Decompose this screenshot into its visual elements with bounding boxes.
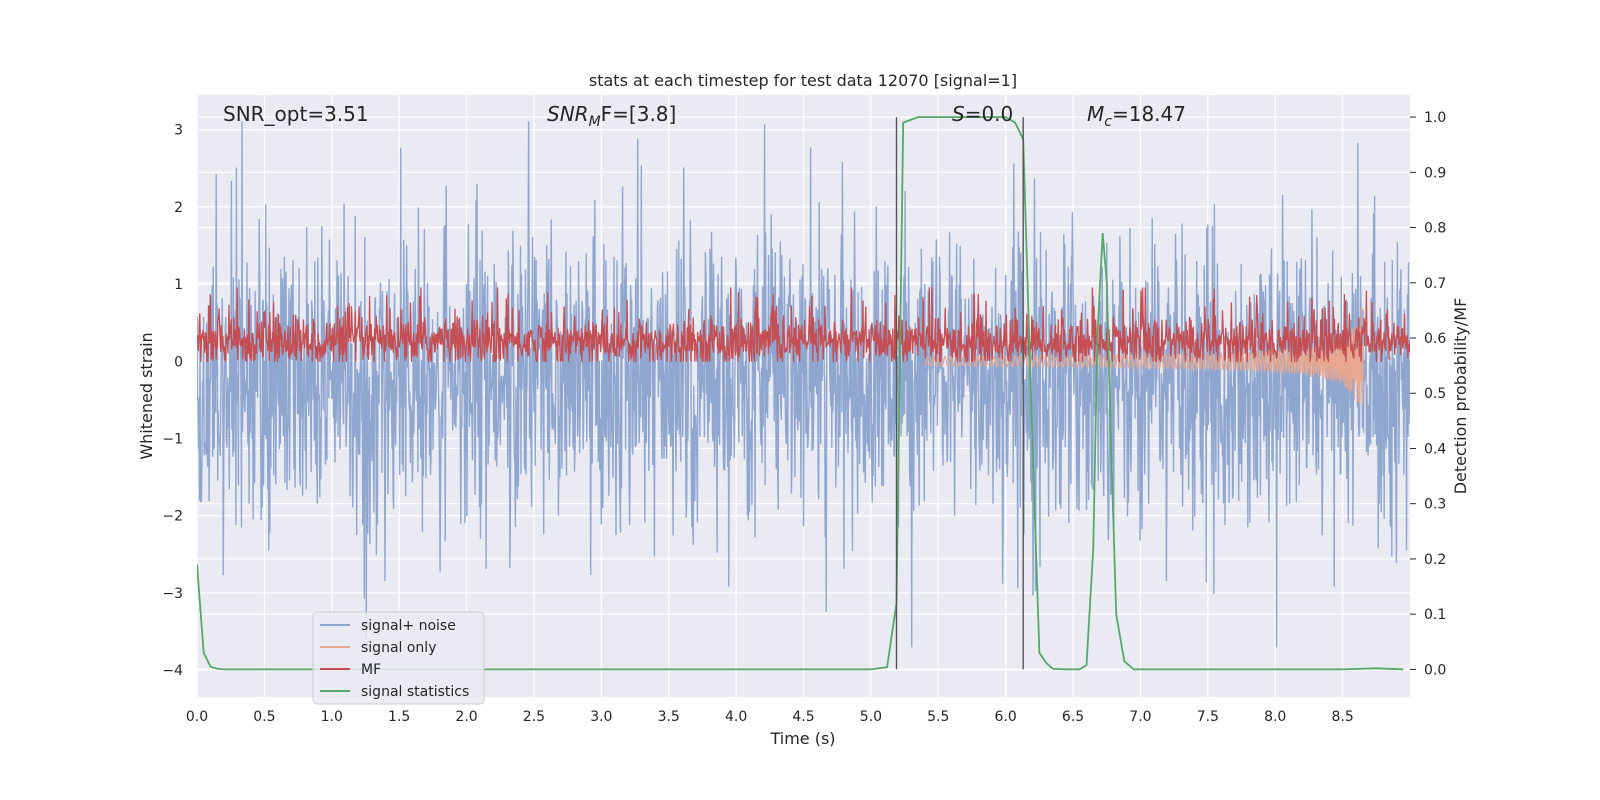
y-right-tick-label: 0.0	[1424, 662, 1446, 678]
annotation-mc: Mc=18.47	[1087, 102, 1186, 130]
legend-label-signal-statistics: signal statistics	[361, 684, 469, 700]
annotation-mc-sub: c	[1104, 114, 1112, 130]
legend: signal+ noise signal only MF signal stat…	[312, 611, 485, 705]
y-right-tick-label: 0.6	[1424, 331, 1446, 347]
x-tick-label: 8.0	[1264, 709, 1286, 725]
y-left-tick-label: −4	[162, 663, 183, 679]
x-tick-label: 1.0	[321, 709, 343, 725]
y-right-tick-label: 0.8	[1424, 221, 1446, 237]
y-axis-right-label: Detection probability/MF	[1451, 298, 1470, 495]
x-tick-label: 6.0	[995, 709, 1017, 725]
x-tick-label: 2.5	[523, 709, 545, 725]
annotation-s-rest: =0.0	[965, 102, 1014, 126]
x-tick-label: 2.0	[455, 709, 477, 725]
x-tick-label: 7.5	[1197, 709, 1219, 725]
y-left-tick-label: 3	[174, 123, 183, 139]
y-right-tick-label: 0.9	[1424, 165, 1446, 181]
y-left-tick-label: 1	[174, 277, 183, 293]
vertical-markers	[895, 117, 1024, 670]
annotation-snr-mf-rest: F=[3.8]	[601, 102, 677, 126]
x-tick-label: 0.5	[253, 709, 275, 725]
chart-title: stats at each timestep for test data 120…	[589, 71, 1017, 90]
y-right-tick-label: 0.3	[1424, 497, 1446, 513]
y-right-tick-label: 0.7	[1424, 276, 1446, 292]
series-signal-noise	[197, 121, 1410, 648]
x-tick-label: 5.0	[860, 709, 882, 725]
x-tick-label: 6.5	[1062, 709, 1084, 725]
annotation-mc-rest: =18.47	[1112, 102, 1186, 126]
y-right-tick-label: 0.4	[1424, 441, 1446, 457]
legend-label-signal-noise: signal+ noise	[361, 618, 456, 634]
x-tick-label: 7.0	[1129, 709, 1151, 725]
y-left-tick-label: 2	[174, 200, 183, 216]
x-tick-label: 4.0	[725, 709, 747, 725]
x-tick-label: 8.5	[1331, 709, 1353, 725]
x-axis-label: Time (s)	[769, 729, 835, 748]
y-right-tick-label: 1.0	[1424, 110, 1446, 126]
y-right-tick-label: 0.2	[1424, 552, 1446, 568]
annotation-mc-main: M	[1087, 102, 1104, 126]
x-tick-label: 5.5	[927, 709, 949, 725]
annotation-s: S=0.0	[952, 102, 1013, 126]
x-tick-label: 3.0	[590, 709, 612, 725]
annotation-snr-mf-sub: M	[589, 114, 601, 130]
y-left-tick-labels: 3 2 1 0 −1 −2 −3 −4	[162, 123, 183, 679]
x-tick-label: 0.0	[186, 709, 208, 725]
legend-box	[312, 611, 485, 705]
x-tick-label: 3.5	[658, 709, 680, 725]
series-mf	[197, 287, 1410, 362]
y-left-tick-label: −1	[162, 431, 183, 447]
legend-label-mf: MF	[361, 662, 381, 678]
y-axis-left-label: Whitened strain	[137, 332, 156, 459]
y-right-tick-label: 0.5	[1424, 386, 1446, 402]
annotation-snr-mf-main: SNR	[547, 102, 589, 126]
annotation-snr-opt: SNR_opt=3.51	[223, 102, 369, 126]
x-tick-label: 1.5	[388, 709, 410, 725]
x-tick-labels: 0.0 0.5 1.0 1.5 2.0 2.5 3.0 3.5 4.0 4.5 5.0 5.5 6.0 6…	[186, 709, 1354, 725]
y-right-tick-labels: 1.0 0.9 0.8 0.7 0.6 0.5 0.4 0.3 0.2 0.1 0.0	[1410, 110, 1446, 678]
annotation-s-main: S	[952, 102, 965, 126]
legend-label-signal-only: signal only	[361, 640, 436, 656]
annotation-snr-mf: SNRMF=[3.8]	[547, 102, 676, 130]
y-right-tick-label: 0.1	[1424, 607, 1446, 623]
y-left-tick-label: −2	[162, 509, 183, 525]
x-tick-label: 4.5	[792, 709, 814, 725]
y-left-tick-label: −3	[162, 586, 183, 602]
y-left-tick-label: 0	[174, 354, 183, 370]
